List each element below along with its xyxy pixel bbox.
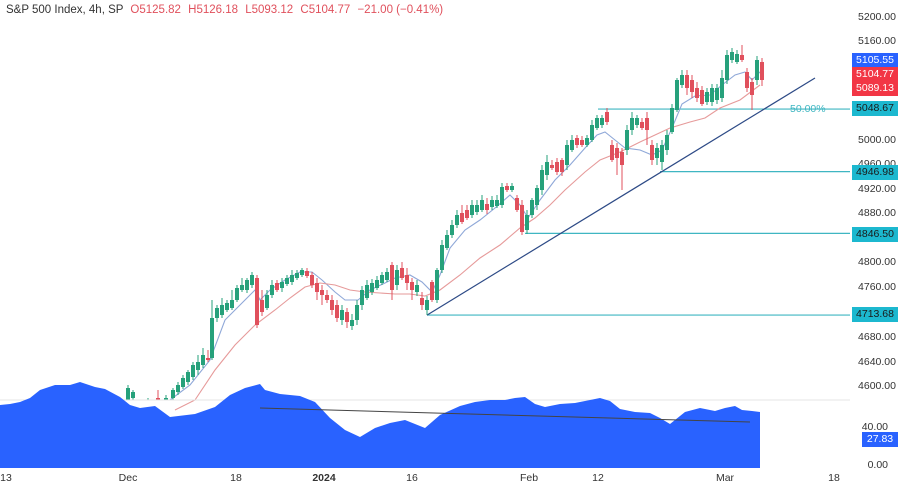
time-axis-label: Dec xyxy=(118,472,138,484)
time-axis-label: Mar xyxy=(715,472,735,484)
time-axis-label: 18 xyxy=(828,472,840,484)
price-axis[interactable]: 5200.005160.005000.004960.004920.004880.… xyxy=(858,11,896,471)
svg-text:0.00: 0.00 xyxy=(868,459,889,471)
price-tag: 5104.77 xyxy=(852,67,898,82)
ohlc-open: O5125.82 xyxy=(130,4,181,16)
svg-text:5200.00: 5200.00 xyxy=(858,11,896,23)
price-tag: 4846.50 xyxy=(852,227,898,242)
svg-text:4760.00: 4760.00 xyxy=(858,281,896,293)
svg-text:4640.00: 4640.00 xyxy=(858,356,896,368)
horizontal-levels xyxy=(427,108,850,316)
time-axis-label: 13 xyxy=(0,472,12,484)
svg-text:4680.00: 4680.00 xyxy=(858,331,896,343)
svg-text:4600.00: 4600.00 xyxy=(858,380,896,392)
time-axis-label: 18 xyxy=(230,472,242,484)
svg-text:5160.00: 5160.00 xyxy=(858,35,896,47)
ohlc-change: −21.00 (−0.41%) xyxy=(357,4,444,16)
price-tag: 4713.68 xyxy=(852,307,898,322)
svg-text:4880.00: 4880.00 xyxy=(858,207,896,219)
ohlc-close: C5104.77 xyxy=(300,4,351,16)
svg-text:4800.00: 4800.00 xyxy=(858,256,896,268)
svg-text:5000.00: 5000.00 xyxy=(858,134,896,146)
svg-text:40.00: 40.00 xyxy=(862,421,888,433)
trendline xyxy=(426,77,816,316)
oscillator-pane xyxy=(0,382,760,468)
time-axis-label: 16 xyxy=(406,472,418,484)
fib-50-label: 50.00% xyxy=(790,103,826,115)
time-axis-label: Feb xyxy=(519,472,539,484)
symbol-label: S&P 500 Index, 4h, SP xyxy=(6,4,124,16)
ohlc-low: L5093.12 xyxy=(245,4,294,16)
time-axis-label: 2024 xyxy=(312,472,336,484)
candlesticks xyxy=(107,45,764,400)
price-tag: 5048.67 xyxy=(852,101,898,116)
price-tag: 5089.13 xyxy=(852,81,898,96)
ohlc-high: H5126.18 xyxy=(188,4,239,16)
price-tag: 5105.55 xyxy=(852,53,898,68)
time-axis-label: 12 xyxy=(592,472,604,484)
chart-title: S&P 500 Index, 4h, SP O5125.82 H5126.18 … xyxy=(6,4,443,16)
oscillator-value-tag: 27.83 xyxy=(862,432,898,447)
price-tag: 4946.98 xyxy=(852,165,898,180)
svg-text:4920.00: 4920.00 xyxy=(858,183,896,195)
